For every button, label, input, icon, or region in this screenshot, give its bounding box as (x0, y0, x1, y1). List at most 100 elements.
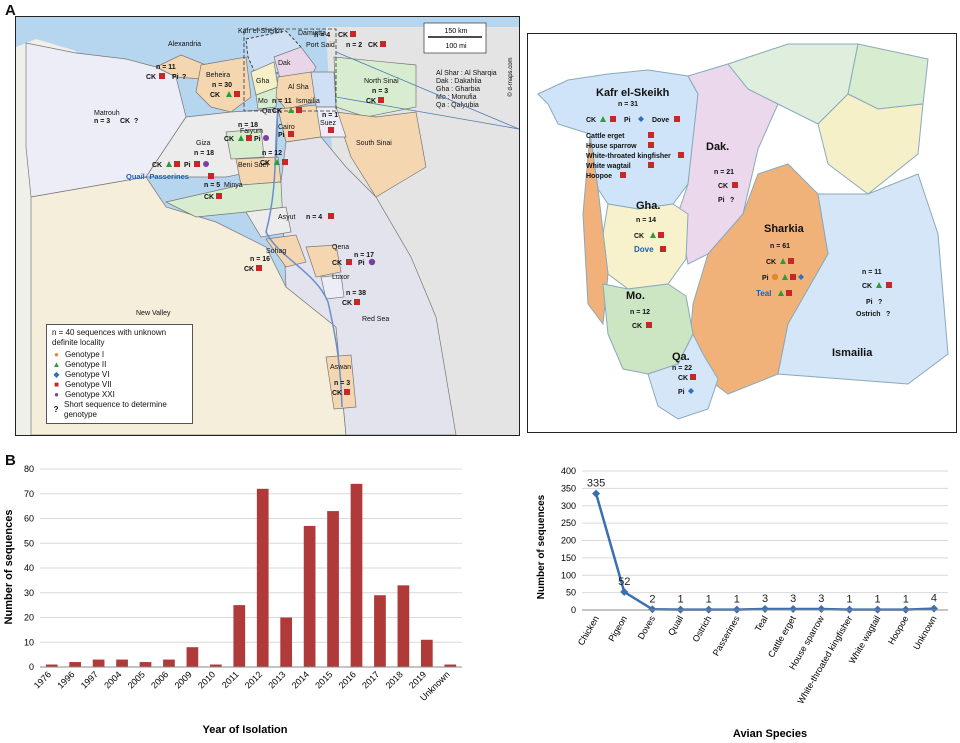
line-ytick-label: 400 (561, 466, 576, 476)
bar-xtick-label: 2004 (102, 669, 123, 690)
svg-text:CK: CK (342, 300, 352, 307)
line-data-label: 1 (706, 594, 712, 606)
legend-genotype-xxi: ● Genotype XXI (54, 390, 115, 399)
svg-text:White wagtail: White wagtail (586, 163, 631, 170)
line-data-label: 52 (618, 576, 630, 588)
abbrev-2: Gha : Gharbia (436, 86, 480, 93)
bar-Unknown (444, 664, 457, 667)
svg-text:CK: CK (368, 42, 378, 49)
gov-beheira-strip (582, 133, 609, 326)
legend-short-seq: ? Short sequence to determine genotype (53, 400, 167, 419)
line-data-label: 1 (903, 594, 909, 606)
delta-kafr-species: Cattle erget House sparrow White-throate… (586, 132, 684, 180)
count-qena: n = 17 (354, 252, 374, 259)
line-xtick-label: Quail (666, 614, 685, 637)
markers-quail: Quail- Passerines (126, 172, 214, 181)
svg-text:CK: CK (766, 259, 776, 266)
bar-xtick-label: 2006 (149, 669, 170, 690)
markers-benisuef: CK (260, 159, 288, 167)
line-data-label: 1 (734, 594, 740, 606)
bar-ytick-label: 40 (24, 563, 34, 573)
label-matrouh: Matrouh (94, 110, 120, 117)
svg-text:CK: CK (120, 118, 130, 125)
svg-text:CK: CK (718, 183, 728, 190)
line-ytick-label: 200 (561, 536, 576, 546)
svg-text:Pi: Pi (678, 389, 685, 396)
bar-1976 (45, 664, 58, 667)
line-ytick-label: 100 (561, 570, 576, 580)
markers-cairo-pi: Pi (278, 131, 294, 139)
gov-qa (647, 332, 719, 420)
scale-km: 150 km (445, 28, 468, 35)
bar-2010 (209, 664, 222, 667)
bar-1997 (92, 659, 105, 667)
bar-ytick-label: 10 (24, 637, 34, 647)
region-northsinai (333, 56, 417, 118)
line-xtick-label: White-throated kingfisher (796, 614, 855, 706)
delta-map: Kafr el-Skeikh Dak. Gha. Sharkia Mo. Qa.… (537, 43, 949, 420)
count-northsinai: n = 3 (372, 88, 388, 95)
region-mo (255, 86, 279, 110)
svg-text:CK: CK (210, 92, 220, 99)
svg-text:Hoopoe: Hoopoe (586, 173, 612, 180)
egypt-map-frame: 150 km 100 mi © d-maps.com Al Shar : Al … (15, 16, 520, 436)
gov-label-qa: Qa. (672, 351, 690, 363)
count-cairo: n = 11 (272, 98, 292, 105)
bar-ytick-label: 20 (24, 613, 34, 623)
bar-2012 (256, 488, 269, 667)
svg-text:?: ? (134, 118, 138, 125)
svg-text:CK: CK (632, 323, 642, 330)
line-ytick-label: 50 (566, 588, 576, 598)
markers-asyut (328, 213, 334, 219)
delta-count-ismailia: n = 11 (862, 269, 882, 276)
zoom-line-bottom (335, 96, 520, 130)
region-matrouh (25, 42, 187, 198)
svg-text:?: ? (886, 311, 890, 318)
line-xtick-label: Hoopoe (886, 614, 910, 646)
label-kafr: Kafr el-Sheikh (238, 28, 282, 35)
line-xtick-label: Unknown (911, 614, 938, 652)
svg-text:House sparrow: House sparrow (586, 143, 637, 150)
svg-text:Quail- Passerines: Quail- Passerines (126, 172, 189, 181)
svg-text:CK: CK (260, 160, 270, 167)
markers-northsinai: CK (366, 97, 384, 105)
region-sohag (265, 234, 307, 268)
bar-xtick-label: 2019 (407, 669, 428, 690)
line-point-House sparrow (817, 604, 826, 613)
markers-portsaid: CK (368, 41, 386, 49)
bar-2018 (397, 585, 410, 667)
svg-text:CK: CK (366, 98, 376, 105)
svg-text:Pi: Pi (866, 299, 873, 306)
zoom-line-top (335, 51, 520, 130)
bar-yticks: 0 10 20 30 40 50 60 70 80 (24, 464, 34, 672)
bar-xtick-label: 1997 (79, 669, 100, 690)
label-sohag: Sohag (266, 248, 286, 255)
delta-markers-gha: CK Dove (634, 232, 666, 254)
label-dak: Dak (278, 60, 291, 67)
abbrev-1: Dak : Dakahlia (436, 78, 482, 85)
svg-text:CK: CK (862, 283, 872, 290)
legend-genotype-vii: ■ Genotype VII (54, 380, 112, 389)
label-gha: Gha (256, 78, 269, 85)
svg-text:Dove: Dove (652, 117, 669, 124)
label-asyut: Asyut (278, 214, 296, 221)
label-luxor: Luxor (332, 274, 350, 281)
egypt-map: 150 km 100 mi © d-maps.com Al Shar : Al … (16, 17, 520, 436)
bar-2009 (186, 647, 199, 667)
region-alsha (275, 71, 317, 110)
count-damietta: n = 4 (314, 32, 330, 39)
label-qena: Qena (332, 244, 349, 251)
count-faiyum: n = 18 (238, 122, 258, 129)
line-data-label: 335 (587, 478, 605, 490)
line-xtick-label: Passerines (711, 614, 742, 658)
line-yticks: 0 50 100 150 200 250 300 350 400 (561, 466, 576, 615)
svg-text:CK: CK (224, 136, 234, 143)
svg-text:CK: CK (338, 32, 348, 39)
line-data-label: 2 (649, 593, 655, 605)
bar-xtick-label: 2018 (384, 669, 405, 690)
delta-markers-sharkia: CK Pi Teal (756, 258, 804, 298)
svg-text:CK: CK (146, 74, 156, 81)
line-point-Chicken (592, 489, 601, 498)
label-ismailia: Ismailia (296, 98, 320, 105)
bar-2019 (420, 639, 433, 667)
